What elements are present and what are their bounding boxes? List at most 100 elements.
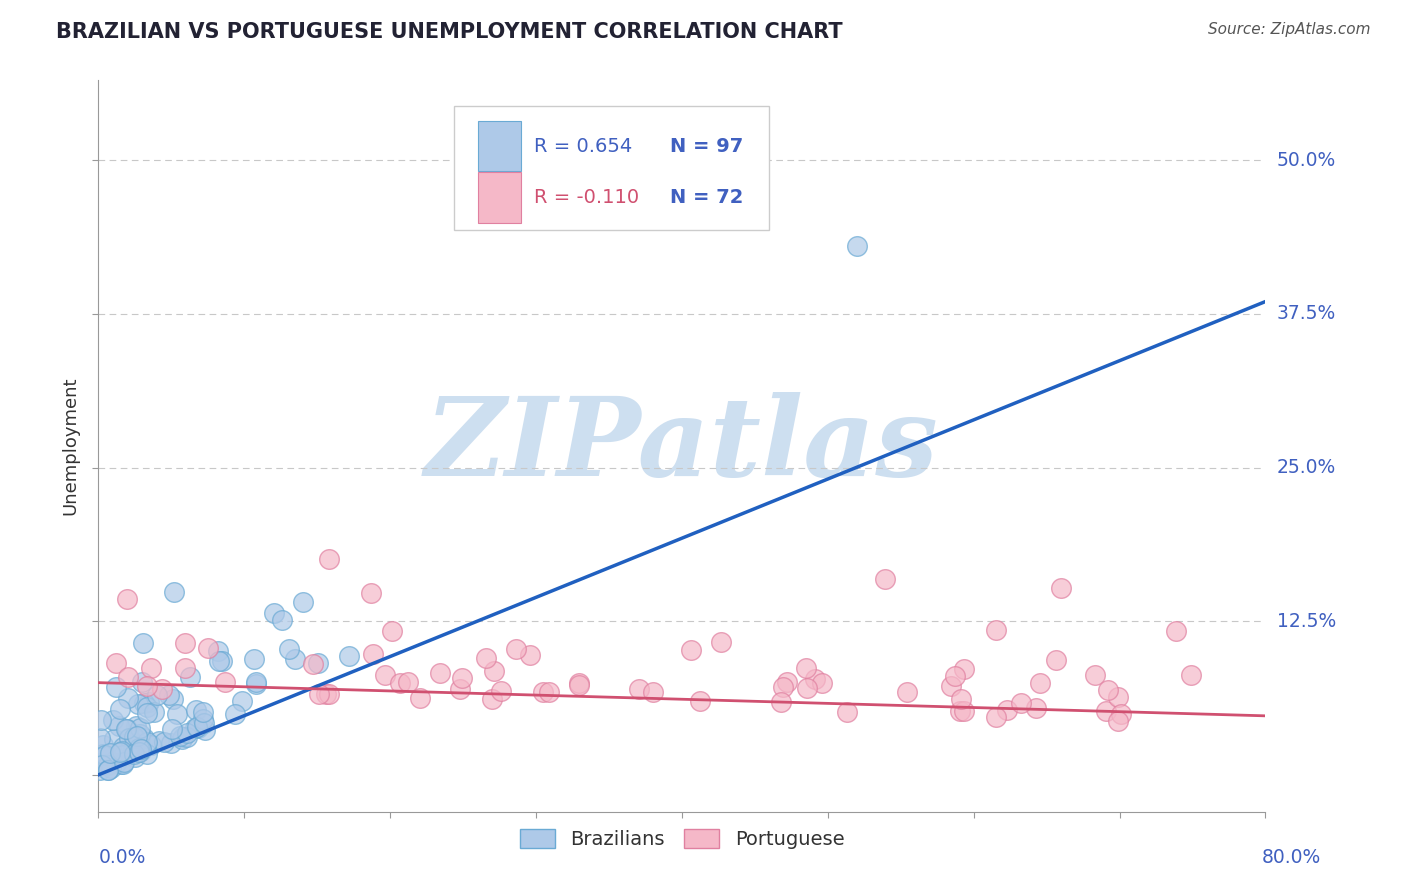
Point (143, 706, 166, 720)
Point (187, 721, 209, 735)
Point (128, 740, 150, 755)
Point (796, 681, 818, 695)
Point (318, 552, 340, 566)
Point (186, 720, 208, 734)
Point (1045, 653, 1067, 667)
Point (489, 683, 512, 698)
Point (91, 747, 114, 761)
Point (277, 642, 299, 657)
Point (263, 607, 285, 621)
Point (111, 744, 134, 758)
Point (374, 668, 396, 682)
Y-axis label: Unemployment: Unemployment (62, 376, 80, 516)
Text: 37.5%: 37.5% (1277, 304, 1336, 323)
Point (103, 732, 125, 747)
Point (291, 595, 314, 609)
Point (943, 669, 966, 683)
Point (505, 642, 527, 657)
Point (641, 685, 664, 699)
Text: 0.0%: 0.0% (98, 847, 146, 867)
FancyBboxPatch shape (478, 172, 520, 222)
Point (105, 680, 128, 694)
Point (875, 572, 897, 586)
Point (307, 657, 329, 671)
Point (150, 681, 173, 696)
Point (337, 648, 360, 663)
Point (1094, 704, 1116, 718)
Point (191, 712, 214, 726)
Point (127, 746, 149, 760)
Point (950, 692, 973, 706)
Point (429, 665, 451, 680)
Point (122, 747, 145, 761)
Point (689, 694, 711, 708)
Point (103, 713, 125, 727)
Point (846, 239, 869, 253)
Point (835, 705, 858, 719)
Point (132, 696, 155, 710)
Point (360, 586, 382, 600)
Point (803, 672, 825, 686)
Point (995, 703, 1018, 717)
Point (169, 729, 191, 743)
Text: R = 0.654: R = 0.654 (534, 136, 631, 155)
Point (568, 676, 591, 690)
Point (193, 716, 215, 731)
Point (125, 719, 148, 733)
Point (128, 745, 150, 759)
Point (389, 675, 412, 690)
Point (396, 674, 419, 689)
Point (318, 687, 340, 701)
Point (1109, 706, 1132, 721)
Point (361, 648, 384, 662)
Point (108, 745, 131, 759)
Point (409, 691, 432, 706)
Point (91, 738, 114, 752)
Point (117, 690, 139, 705)
Text: 80.0%: 80.0% (1261, 847, 1322, 867)
Point (186, 703, 208, 717)
Point (127, 729, 149, 743)
Point (117, 669, 139, 683)
Point (139, 661, 162, 675)
Text: R = -0.110: R = -0.110 (534, 188, 638, 207)
Point (451, 671, 474, 685)
Point (481, 692, 503, 706)
Point (381, 624, 404, 638)
Point (474, 650, 496, 665)
Point (984, 710, 1007, 724)
Point (110, 756, 132, 771)
Point (482, 664, 505, 678)
Point (139, 738, 162, 752)
Point (519, 648, 541, 663)
Point (531, 685, 554, 699)
Point (1107, 690, 1129, 704)
Point (111, 747, 134, 762)
Point (301, 657, 323, 671)
Text: Source: ZipAtlas.com: Source: ZipAtlas.com (1208, 22, 1371, 37)
Point (89, 731, 111, 745)
Point (939, 679, 962, 693)
Point (162, 692, 184, 706)
Point (1084, 667, 1107, 681)
Point (770, 695, 793, 709)
Point (104, 656, 127, 670)
Point (284, 652, 307, 666)
FancyBboxPatch shape (478, 121, 520, 171)
Point (176, 730, 198, 744)
Point (157, 688, 180, 702)
Point (1010, 697, 1032, 711)
Text: N = 97: N = 97 (671, 136, 744, 155)
Point (568, 678, 591, 692)
Point (127, 697, 149, 711)
Point (211, 654, 233, 668)
Point (112, 755, 135, 769)
Text: ZIPatlas: ZIPatlas (425, 392, 939, 500)
Point (896, 685, 918, 699)
Point (131, 675, 153, 690)
Point (173, 636, 195, 650)
Point (197, 641, 219, 656)
Point (1164, 624, 1187, 638)
Point (245, 675, 267, 690)
Point (97, 758, 120, 772)
